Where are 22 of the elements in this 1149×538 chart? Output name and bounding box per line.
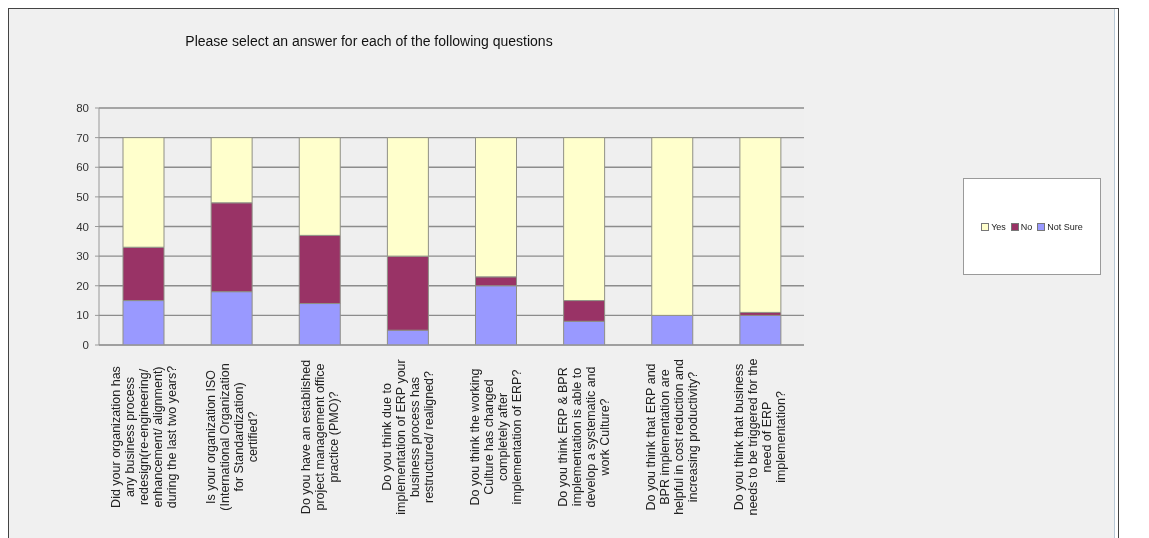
x-tick-label: Is your organization ISO (International Organization for Standardization) certified? <box>203 363 260 511</box>
y-tick-label: 50 <box>76 190 89 203</box>
x-tick-label: Do you think ERP & BPR implementation is able to develop a systematic and work Culture? <box>556 366 613 508</box>
y-tick-label: 30 <box>76 250 89 263</box>
y-tick-label: 20 <box>76 279 89 292</box>
x-tick-label: Do you have an established project management office practice (PMO)? <box>298 359 341 515</box>
x-tick-label: Did your organization has any business process redesign(re-engineering/ enhancement/ alignment) during the last two years? <box>108 365 179 509</box>
y-tick-label: 10 <box>76 309 89 322</box>
legend-label: No <box>1020 221 1033 232</box>
legend-label: Not Sure <box>1047 221 1083 232</box>
y-tick-label: 0 <box>82 339 89 352</box>
x-tick-label: Do you think due to implementation of ERP your business process has restructured/ realigned? <box>379 359 436 515</box>
x-tick-label: Do you think that ERP and BPR implementation are helpful in cost reduction and increasing productivity? <box>644 359 701 515</box>
bar <box>739 314 782 345</box>
y-tick-label: 40 <box>76 220 89 233</box>
x-tick-label: Do you think that business needs to be triggered for the need of ERP implementation? <box>732 358 789 516</box>
y-tick-label: 80 <box>76 102 89 115</box>
x-tick-label: Do you think the working Culture has changed completely after implementation of ERP? <box>468 368 525 506</box>
legend-label: Yes <box>991 221 1006 232</box>
chart-title: Please select an answer for each of the following questions <box>184 33 554 49</box>
y-tick-label: 70 <box>76 131 89 144</box>
y-tick-label: 60 <box>76 161 89 174</box>
